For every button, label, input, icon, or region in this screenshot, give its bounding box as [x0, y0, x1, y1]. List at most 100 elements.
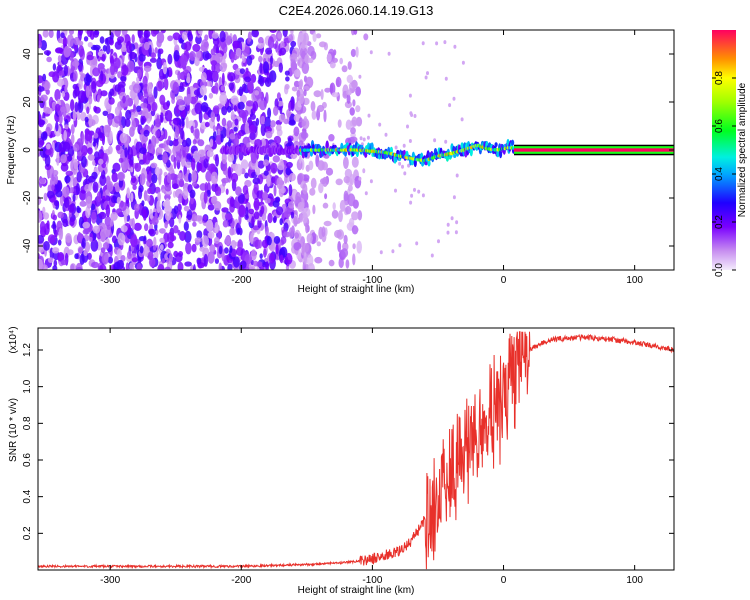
- noise-blob: [140, 102, 148, 109]
- spectrogram-x-axis-label: Height of straight line (km): [298, 284, 415, 295]
- noise-blob: [167, 231, 175, 244]
- noise-blob: [455, 220, 459, 225]
- x-tick-label: -300: [100, 275, 120, 286]
- noise-blob: [139, 245, 144, 254]
- noise-blob: [221, 207, 229, 213]
- noise-blob: [207, 165, 211, 171]
- noise-blob: [237, 239, 243, 251]
- noise-blob: [91, 80, 97, 94]
- noise-blob: [164, 110, 173, 122]
- noise-blob: [85, 206, 91, 219]
- noise-blob: [182, 187, 189, 200]
- noise-blob: [179, 231, 186, 241]
- noise-blob: [201, 235, 209, 248]
- noise-blob: [401, 164, 404, 169]
- noise-blob: [444, 139, 448, 144]
- noise-blob: [103, 242, 110, 250]
- noise-blob: [349, 173, 355, 186]
- noise-blob: [166, 139, 170, 146]
- noise-blob: [328, 134, 335, 142]
- noise-blob: [58, 48, 65, 55]
- noise-blob: [252, 101, 259, 112]
- noise-blob: [164, 266, 171, 270]
- noise-blob: [66, 34, 74, 48]
- noise-blob: [72, 193, 76, 202]
- noise-blob: [45, 149, 52, 156]
- noise-blob: [246, 55, 253, 66]
- noise-blob: [174, 125, 180, 138]
- noise-blob: [45, 88, 50, 95]
- noise-blob: [129, 262, 135, 270]
- noise-blob: [286, 109, 291, 118]
- noise-blob: [446, 222, 450, 227]
- colorbar-gradient: [712, 30, 736, 270]
- noise-blob: [213, 201, 222, 211]
- noise-blob: [185, 242, 192, 255]
- noise-blob: [63, 45, 71, 58]
- noise-blob: [226, 105, 232, 113]
- noise-blob: [166, 172, 172, 184]
- noise-blob: [60, 259, 67, 266]
- x-tick-label: -200: [231, 275, 251, 286]
- noise-blob: [270, 120, 276, 128]
- noise-blob: [310, 50, 317, 60]
- noise-blob: [172, 118, 180, 125]
- noise-blob: [165, 211, 171, 221]
- noise-blob: [191, 243, 197, 253]
- noise-blob: [356, 240, 363, 254]
- noise-blob: [80, 145, 88, 156]
- noise-blob: [293, 69, 301, 78]
- noise-blob: [312, 204, 316, 215]
- noise-blob: [159, 244, 164, 251]
- noise-blob: [230, 110, 235, 121]
- noise-blob: [275, 196, 281, 203]
- noise-blob: [269, 30, 277, 33]
- noise-blob: [302, 243, 310, 253]
- noise-blob: [263, 248, 267, 258]
- noise-blob: [162, 61, 168, 75]
- noise-blob: [38, 258, 44, 270]
- noise-blob: [212, 105, 220, 114]
- noise-blob: [142, 75, 148, 88]
- noise-blob: [285, 167, 291, 176]
- noise-blob: [324, 193, 328, 200]
- noise-blob: [54, 103, 61, 112]
- noise-blob: [73, 70, 78, 82]
- noise-blob: [259, 253, 263, 259]
- snr-frame: [37, 327, 675, 571]
- noise-blob: [295, 192, 301, 204]
- noise-blob: [237, 193, 245, 204]
- noise-blob: [222, 219, 229, 228]
- noise-blob: [115, 182, 120, 193]
- noise-blob: [119, 132, 128, 144]
- noise-blob: [120, 225, 128, 233]
- y-tick-label: 0.6: [22, 453, 33, 467]
- noise-blob: [220, 85, 225, 91]
- noise-blob: [197, 139, 205, 147]
- noise-blob: [124, 118, 131, 127]
- noise-blob: [169, 173, 177, 181]
- noise-blob: [357, 210, 363, 221]
- noise-blob: [188, 172, 192, 183]
- colorbar-tick-label: 0.2: [714, 215, 725, 229]
- noise-blob: [77, 100, 84, 113]
- noise-blob: [244, 193, 250, 199]
- noise-blob: [217, 230, 222, 240]
- noise-blob: [279, 41, 285, 50]
- noise-blob: [94, 30, 100, 36]
- noise-blob: [158, 173, 162, 186]
- noise-blob: [81, 155, 87, 168]
- colorbar-tick-label: 0.8: [714, 71, 725, 85]
- noise-blob: [209, 138, 214, 148]
- noise-blob: [62, 186, 70, 198]
- y-tick-label: 0.2: [22, 526, 33, 540]
- noise-blob: [78, 45, 85, 57]
- noise-blob: [196, 230, 203, 240]
- noise-blob: [79, 189, 87, 201]
- y-tick-label: 40: [22, 48, 33, 60]
- noise-blob: [284, 252, 293, 265]
- noise-blob: [293, 242, 302, 251]
- noise-blob: [121, 64, 129, 76]
- noise-blob: [91, 261, 99, 269]
- noise-blob: [406, 124, 409, 129]
